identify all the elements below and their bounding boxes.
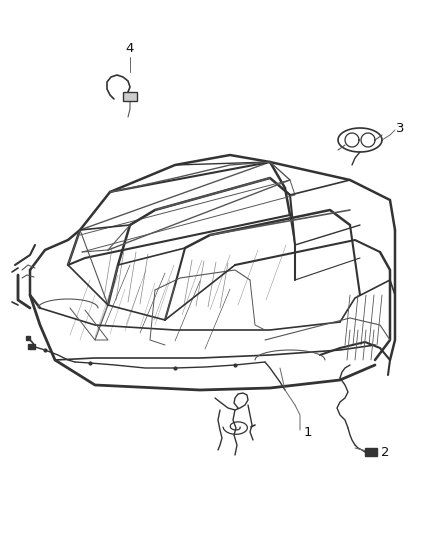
Text: 1: 1 (304, 425, 312, 439)
Text: 3: 3 (396, 122, 404, 134)
FancyBboxPatch shape (123, 92, 137, 101)
Text: 4: 4 (126, 43, 134, 55)
Text: 2: 2 (381, 446, 389, 458)
Bar (28, 344, 35, 349)
Bar (365, 448, 377, 456)
